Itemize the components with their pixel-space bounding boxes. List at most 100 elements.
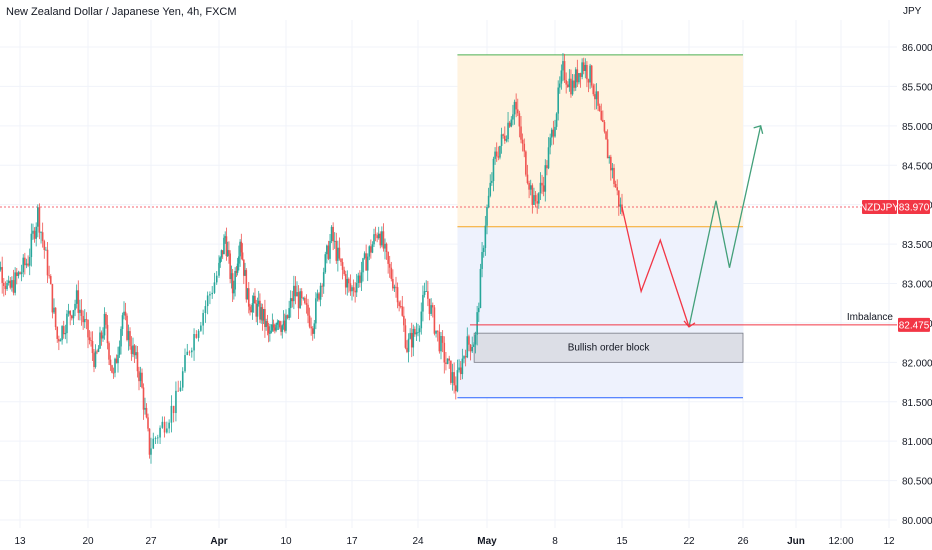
y-tick-label: 80.500 [902, 477, 932, 488]
candle-body [123, 311, 125, 316]
candle-body [188, 351, 191, 353]
candle-body [100, 332, 103, 339]
candle-body [179, 387, 182, 392]
candle-body [423, 291, 426, 295]
candle-body [600, 110, 603, 120]
candle-body [436, 330, 439, 332]
candle-body [249, 306, 251, 311]
candle-body [58, 338, 60, 342]
candle-body [574, 69, 577, 88]
candle-body [381, 231, 383, 246]
x-tick-label: 10 [280, 536, 292, 547]
candle-body [148, 428, 151, 455]
candle-body [313, 323, 316, 334]
candle-body [223, 237, 225, 255]
candle-body [235, 270, 238, 273]
candle-body [584, 64, 587, 71]
candle-body [220, 250, 223, 258]
candle-body [445, 362, 447, 364]
candle-body [576, 69, 579, 83]
candle-body [571, 80, 574, 95]
candle-body [348, 278, 350, 284]
candle-body [297, 292, 300, 309]
candle-body [97, 348, 100, 352]
candle-body [96, 351, 98, 353]
candle-body [170, 405, 173, 423]
candle-body [542, 185, 545, 192]
candle-body [278, 321, 281, 328]
candle-body [481, 252, 483, 269]
x-tick-label: 20 [82, 536, 94, 547]
imbalance-label: Imbalance [847, 312, 894, 323]
candle-body [202, 313, 204, 326]
candle-body [410, 332, 413, 348]
candle-body [390, 267, 393, 279]
candle-body [614, 183, 617, 188]
candle-body [91, 341, 94, 354]
candle-body [276, 322, 279, 325]
candle-body [471, 346, 474, 352]
candle-body [64, 333, 67, 335]
candle-body [229, 253, 231, 279]
candle-body [80, 309, 83, 316]
candle-body [354, 290, 356, 293]
candle-body [476, 312, 478, 335]
candle-body [53, 307, 55, 313]
candle-body [99, 332, 101, 349]
candle-body [489, 182, 492, 196]
candle-body [523, 143, 526, 152]
candle-body [371, 244, 374, 253]
candle-body [28, 257, 31, 266]
candle-body [69, 310, 71, 316]
y-tick-label: 85.500 [902, 82, 932, 93]
candle-body [299, 291, 301, 309]
candle-body [528, 183, 530, 190]
candle-body [598, 105, 601, 111]
candle-body [310, 326, 312, 329]
currency-label: JPY [903, 6, 922, 17]
candle-body [529, 185, 532, 190]
candle-body [157, 437, 159, 439]
candle-body [62, 326, 65, 335]
candle-body [499, 145, 501, 158]
candle-body [497, 156, 500, 158]
candle-body [243, 259, 245, 276]
candle-body [338, 247, 341, 259]
candle-body [236, 263, 239, 273]
candle-body [257, 300, 260, 305]
candle-body [186, 351, 189, 356]
candle-body [280, 327, 282, 332]
candle-body [252, 295, 255, 304]
candle-body [315, 298, 317, 324]
candle-body [251, 303, 254, 313]
candle-body [438, 331, 441, 352]
candle-body [172, 405, 175, 414]
candle-body [191, 350, 193, 353]
candle-body [388, 263, 391, 268]
candle-body [275, 324, 277, 331]
candle-body [474, 334, 477, 345]
candle-body [515, 101, 517, 110]
candle-body [308, 315, 311, 327]
candle-body [265, 321, 267, 328]
candle-body [228, 250, 230, 254]
candle-body [241, 252, 244, 260]
candle-body [7, 280, 10, 283]
candle-body [82, 315, 84, 323]
y-tick-label: 81.500 [902, 398, 932, 409]
candle-body [487, 195, 490, 208]
y-tick-label: 82.000 [902, 358, 932, 369]
candle-body [597, 91, 599, 106]
candle-body [406, 347, 408, 352]
candle-body [161, 421, 164, 428]
candle-body [370, 246, 372, 253]
candle-body [492, 158, 495, 181]
x-tick-label: 17 [346, 536, 358, 547]
candle-body [611, 167, 614, 171]
symbol-tag [862, 200, 897, 215]
candle-body [568, 78, 571, 88]
candle-body [428, 298, 431, 314]
candle-body [454, 385, 457, 392]
